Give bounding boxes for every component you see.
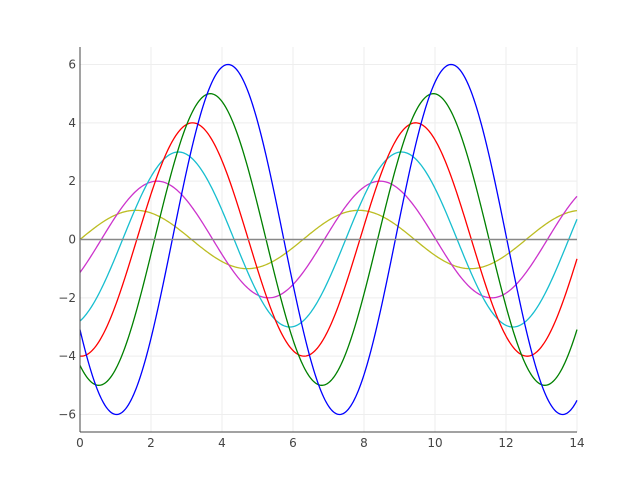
y-tick-label: 0: [68, 233, 76, 247]
y-tick-label: −6: [58, 408, 76, 422]
y-tick-label: 6: [68, 58, 76, 72]
y-tick-labels: −6 −4 −2 0 2 4 6: [58, 58, 76, 422]
series-line-5: [79, 93, 578, 386]
x-tick-label: 10: [427, 436, 442, 450]
y-tick-label: −4: [58, 349, 76, 363]
y-tick-label: 2: [68, 174, 76, 188]
series-line-2: [79, 180, 578, 299]
y-tick-label: −2: [58, 291, 76, 305]
y-tick-label: 4: [68, 116, 76, 130]
x-tick-label: 12: [498, 436, 513, 450]
axes: [79, 47, 577, 433]
x-tick-label: 14: [569, 436, 584, 450]
series-line-4: [79, 122, 578, 357]
x-tick-label: 2: [147, 436, 155, 450]
series-line-6: [79, 63, 578, 416]
x-tick-label: 8: [360, 436, 368, 450]
x-tick-label: 6: [289, 436, 297, 450]
x-tick-label: 4: [218, 436, 226, 450]
x-tick-label: 0: [76, 436, 84, 450]
series-group: [79, 63, 578, 416]
x-tick-labels: 0 2 4 6 8 10 12 14: [76, 436, 584, 450]
